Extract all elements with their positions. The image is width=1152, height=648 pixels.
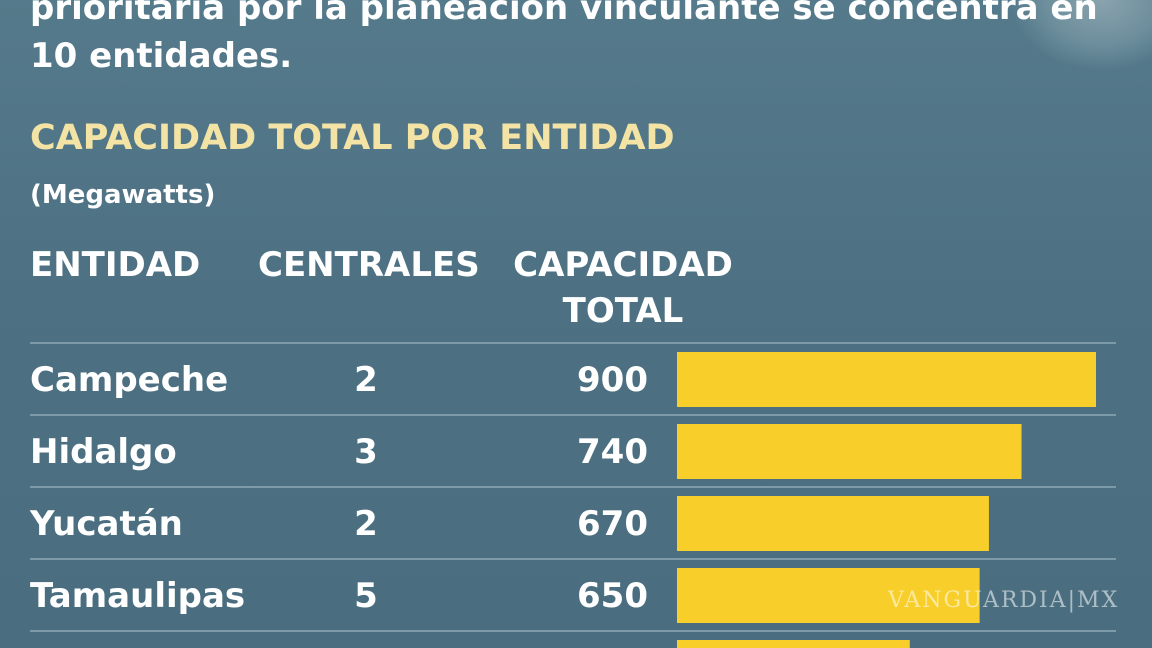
bar bbox=[677, 496, 989, 551]
column-header-entidad: ENTIDAD bbox=[30, 245, 201, 285]
row-centrales-value: 3 bbox=[354, 432, 378, 472]
row-centrales-value: 2 bbox=[354, 360, 378, 400]
row-value-label: 740 bbox=[577, 432, 648, 472]
column-header-centrales: CENTRALES bbox=[258, 245, 480, 285]
bar bbox=[677, 352, 1096, 407]
row-value-label: 650 bbox=[577, 576, 648, 616]
chart-subtitle: (Megawatts) bbox=[30, 180, 216, 210]
watermark-logo: VANGUARDIA|MX bbox=[888, 588, 1120, 613]
row-entity-label: Campeche bbox=[30, 360, 228, 400]
row-entity-label: Tamaulipas bbox=[30, 576, 245, 616]
bar-partial bbox=[677, 640, 910, 648]
bar bbox=[677, 424, 1022, 479]
row-entity-label: Hidalgo bbox=[30, 432, 177, 472]
intro-text: prioritaria por la planeación vinculante… bbox=[30, 0, 1098, 76]
row-centrales-value: 5 bbox=[354, 576, 378, 616]
chart-title: CAPACIDAD TOTAL POR ENTIDAD bbox=[30, 118, 675, 158]
column-header-capacidad: CAPACIDAD TOTAL bbox=[513, 245, 733, 331]
row-centrales-value: 2 bbox=[354, 504, 378, 544]
row-entity-label: Yucatán bbox=[29, 504, 183, 544]
bar bbox=[677, 568, 980, 623]
row-value-label: 670 bbox=[577, 504, 648, 544]
row-value-label: 900 bbox=[577, 360, 648, 400]
